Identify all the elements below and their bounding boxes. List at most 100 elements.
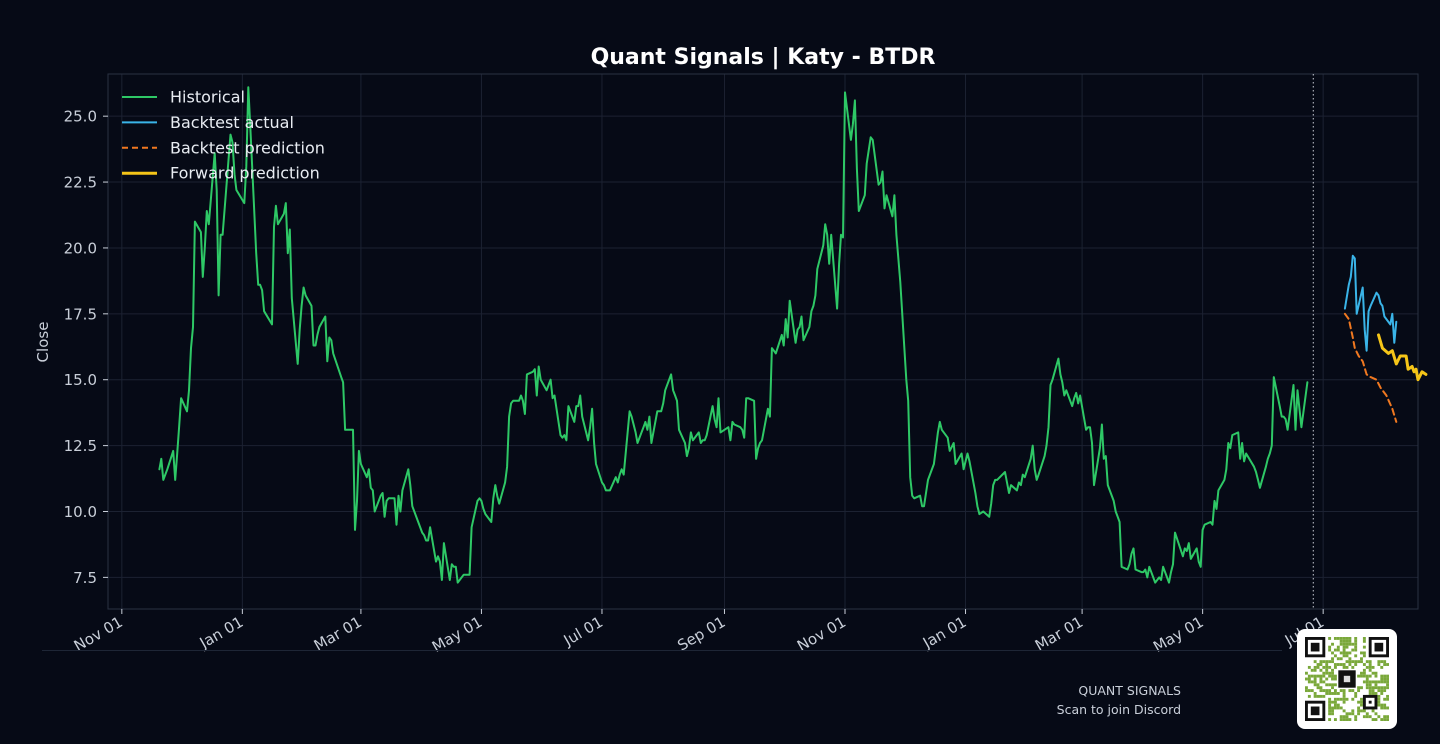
- qr-module: [1377, 700, 1381, 704]
- qr-module: [1368, 663, 1372, 666]
- qr-module: [1316, 663, 1320, 666]
- qr-module: [1328, 683, 1332, 687]
- qr-module: [1374, 683, 1378, 687]
- qr-module: [1333, 663, 1337, 666]
- qr-module: [1368, 715, 1372, 719]
- qr-module: [1345, 645, 1349, 649]
- qr-module: [1351, 697, 1355, 701]
- qr-module: [1386, 674, 1389, 678]
- qr-module: [1343, 675, 1351, 683]
- qr-module: [1348, 642, 1352, 646]
- qr-module: [1328, 709, 1332, 713]
- qr-module: [1342, 700, 1346, 704]
- qr-module: [1313, 668, 1317, 672]
- qr-module: [1336, 663, 1340, 666]
- qr-module: [1333, 718, 1337, 721]
- qr-module: [1331, 683, 1334, 687]
- qr-module: [1362, 709, 1366, 713]
- qr-module: [1357, 686, 1361, 690]
- qr-module: [1342, 665, 1346, 669]
- qr-module: [1322, 680, 1326, 684]
- qr-module: [1368, 665, 1372, 669]
- qr-module: [1310, 674, 1314, 678]
- qr-module: [1333, 637, 1337, 640]
- qr-module: [1354, 648, 1358, 652]
- qr-module: [1307, 694, 1311, 698]
- qr-module: [1383, 663, 1387, 666]
- qr-module: [1357, 712, 1361, 716]
- qr-module: [1313, 692, 1317, 695]
- qr-module: [1310, 680, 1314, 684]
- qr-module: [1310, 668, 1314, 672]
- qr-module: [1357, 689, 1361, 693]
- qr-module: [1316, 674, 1320, 678]
- qr-module: [1322, 660, 1326, 664]
- qr-module: [1371, 686, 1375, 690]
- qr-module: [1380, 677, 1384, 681]
- qr-module: [1368, 660, 1372, 664]
- qr-module: [1383, 660, 1387, 664]
- y-axis: 7.5 10.0 12.5 15.0 17.5 20.0 22.5 25.0: [64, 108, 108, 587]
- qr-module: [1383, 715, 1387, 719]
- discord-qr-code[interactable]: [1297, 629, 1397, 729]
- qr-module: [1316, 665, 1320, 669]
- qr-module: [1325, 660, 1329, 664]
- qr-module: [1331, 706, 1334, 710]
- qr-module: [1333, 706, 1337, 710]
- qr-module: [1328, 718, 1332, 721]
- qr-module: [1325, 663, 1329, 666]
- branding: QUANT SIGNALS Scan to join Discord: [1057, 681, 1181, 719]
- qr-module: [1331, 677, 1334, 681]
- x-tick-label: Jul 01: [560, 613, 606, 650]
- qr-module: [1380, 660, 1384, 664]
- qr-module: [1377, 686, 1381, 690]
- qr-module: [1380, 680, 1384, 684]
- qr-module: [1328, 660, 1332, 664]
- qr-module: [1307, 680, 1311, 684]
- qr-module: [1328, 700, 1332, 704]
- qr-module: [1325, 665, 1329, 669]
- qr-module: [1316, 683, 1320, 687]
- qr-module: [1374, 692, 1378, 695]
- qr-module: [1345, 637, 1349, 640]
- qr-module: [1322, 674, 1326, 678]
- qr-module: [1360, 709, 1363, 713]
- qr-module: [1348, 712, 1352, 716]
- x-tick-label: Jan 01: [919, 613, 970, 653]
- x-axis: Nov 01 Jan 01 Mar 01 May 01 Jul 01 Sep 01 Nov …: [71, 609, 1327, 656]
- qr-module: [1371, 692, 1375, 695]
- qr-module: [1333, 648, 1337, 652]
- qr-module: [1305, 686, 1308, 690]
- qr-module: [1383, 718, 1387, 721]
- qr-module: [1328, 697, 1332, 701]
- qr-module: [1339, 689, 1343, 693]
- y-tick-label: 7.5: [73, 569, 97, 587]
- qr-module: [1310, 706, 1320, 716]
- qr-module: [1348, 718, 1352, 721]
- qr-module: [1345, 712, 1349, 716]
- qr-module: [1351, 648, 1355, 652]
- qr-module: [1354, 654, 1358, 658]
- qr-module: [1305, 671, 1308, 675]
- qr-module: [1386, 706, 1389, 710]
- y-tick-label: 25.0: [64, 108, 97, 126]
- x-tick-label: Sep 01: [674, 613, 728, 655]
- x-tick-label: Nov 01: [794, 613, 849, 655]
- qr-module: [1331, 686, 1334, 690]
- qr-module: [1362, 654, 1366, 658]
- qr-module: [1357, 709, 1361, 713]
- qr-module: [1336, 637, 1340, 640]
- qr-module: [1331, 674, 1334, 678]
- footer-divider: [42, 650, 1282, 651]
- qr-module: [1348, 689, 1352, 693]
- qr-module: [1342, 715, 1346, 719]
- qr-module: [1354, 694, 1358, 698]
- qr-module: [1336, 692, 1340, 695]
- qr-module: [1307, 665, 1311, 669]
- qr-module: [1313, 674, 1317, 678]
- qr-module: [1322, 671, 1326, 675]
- series-line-backtest-actual: [1343, 254, 1398, 352]
- legend-label-forward-prediction: Forward prediction: [170, 164, 320, 183]
- qr-module: [1328, 648, 1332, 652]
- qr-module: [1313, 680, 1317, 684]
